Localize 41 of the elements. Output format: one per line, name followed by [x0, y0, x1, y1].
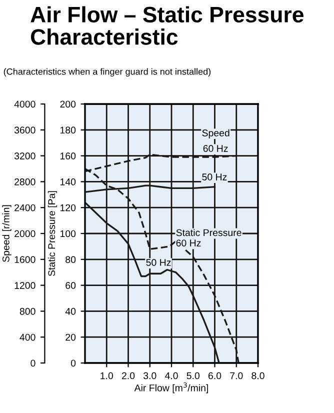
annotation: Static Pressure: [176, 228, 242, 236]
x-tick-label: 4.0: [164, 372, 178, 380]
y2-tick-label: 2000: [14, 230, 36, 238]
y-tick-label: 120: [60, 204, 76, 212]
x-tick-label: 2.0: [122, 372, 135, 380]
y2-tick-label: 2400: [14, 204, 36, 212]
y-tick-label: 80: [66, 256, 76, 264]
y2-tick-label: 800: [20, 308, 36, 315]
x-tick-label: 7.0: [230, 372, 243, 380]
y2-tick-label: 2800: [14, 178, 36, 186]
y2-tick-label: 0: [30, 360, 36, 367]
series-label: 50 Hz: [202, 174, 227, 180]
x-tick-label: 8.0: [252, 372, 264, 380]
x-tick-label: 5.0: [186, 372, 200, 380]
y2-axis-title: Speed [r/min]: [2, 205, 12, 262]
x-tick-label: 6.0: [208, 372, 222, 380]
y2-tick-label: 1600: [14, 256, 36, 264]
annotation: Speed: [202, 129, 230, 138]
y-tick-label: 200: [60, 100, 76, 108]
x-axis-title: Air Flow [m$^{3}$/min]: [134, 382, 208, 394]
series-label: 50 Hz: [146, 259, 171, 266]
y-tick-label: 60: [66, 282, 76, 289]
x-tick-label: 1.0: [100, 372, 114, 380]
y-axis-title: Static Pressure [Pa]: [48, 191, 57, 276]
y-tick-label: 100: [60, 230, 76, 238]
series-label: 60 Hz: [203, 145, 228, 152]
y2-tick-label: 4000: [14, 100, 36, 108]
y-tick-label: 20: [66, 334, 76, 341]
y2-tick-label: 3200: [14, 152, 36, 160]
x-tick-label: 3.0: [143, 372, 156, 380]
y-tick-label: 180: [60, 126, 76, 134]
y-tick-label: 40: [65, 308, 76, 315]
y2-tick-label: 3600: [14, 126, 36, 134]
y-tick-label: 0: [70, 360, 76, 367]
chart-subtitle: (Characteristics when a finger guard is not installed): [4, 68, 211, 77]
y-tick-label: 140: [60, 178, 76, 186]
y-tick-label: 160: [60, 152, 76, 160]
y2-tick-label: 400: [20, 334, 36, 341]
chart-title: Air Flow – Static Pressure Characteristic: [30, 6, 304, 45]
y2-tick-label: 1200: [14, 282, 36, 289]
series-label: 60 Hz: [176, 240, 201, 246]
